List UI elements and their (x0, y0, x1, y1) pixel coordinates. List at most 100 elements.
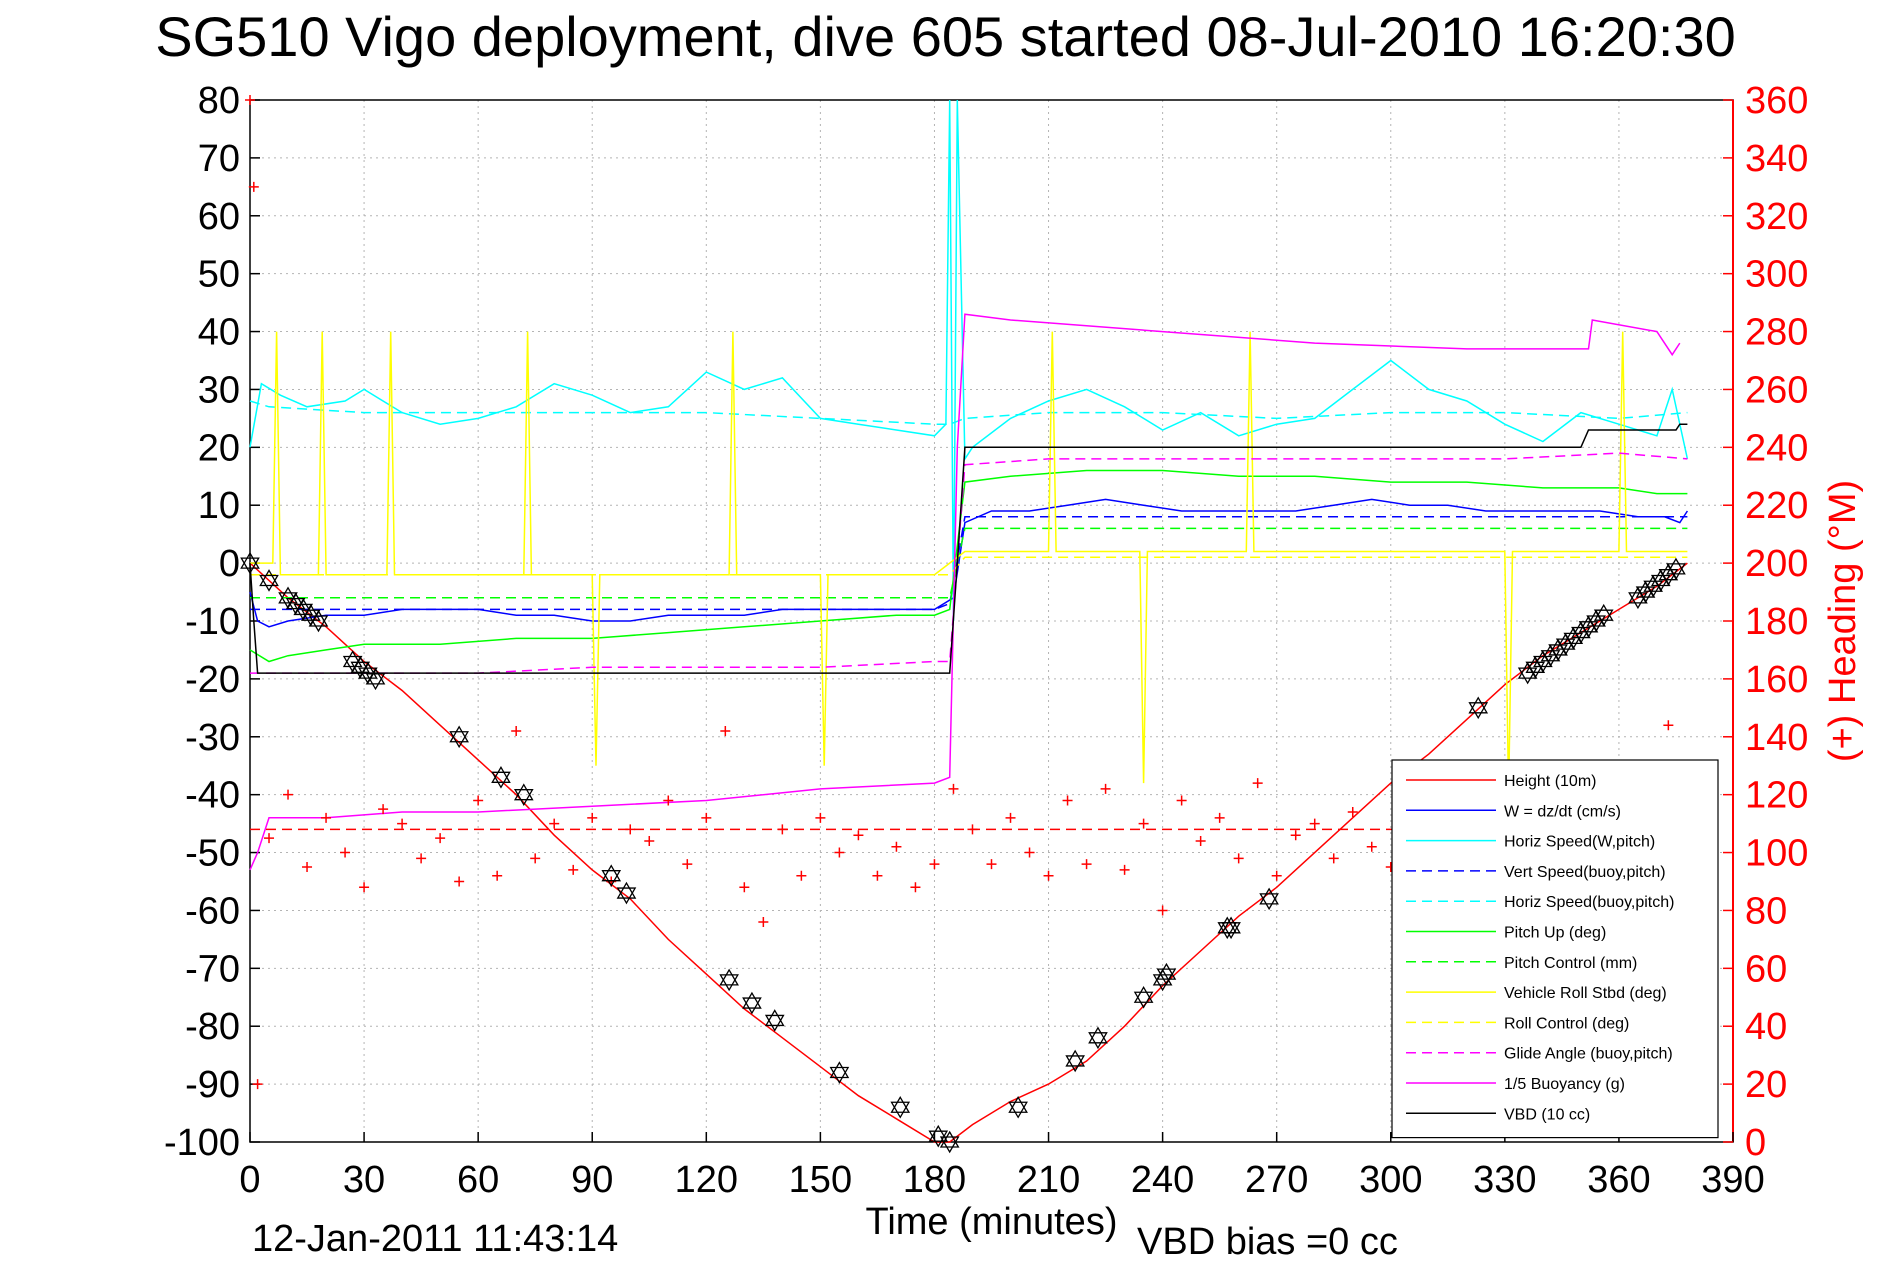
heading-point (530, 853, 541, 864)
hexagram-marker (491, 771, 511, 789)
series-line-height (249, 562, 1688, 1143)
hexagram-marker (1666, 557, 1686, 575)
y-tick-label: 50 (198, 254, 240, 296)
heading-point (1100, 783, 1111, 794)
heading-point (340, 847, 351, 858)
hexagram-marker (1133, 985, 1154, 1003)
series-line-horiz_w (249, 99, 1689, 622)
heading-point (1062, 795, 1073, 806)
hexagram-marker (240, 551, 260, 569)
hexagram-marker (259, 574, 279, 592)
hexagram-marker (1156, 962, 1177, 980)
x-tick-label: 180 (903, 1159, 966, 1201)
y-tick-label: -70 (185, 948, 240, 990)
heading-point (264, 833, 275, 844)
hexagram-marker (1571, 626, 1591, 644)
y-tick-label: 30 (198, 369, 240, 411)
series-line-roll (250, 331, 1688, 795)
x-tick-label: 240 (1131, 1159, 1194, 1201)
hexagram-marker (301, 603, 321, 621)
y2-tick-label: 180 (1745, 601, 1808, 643)
hexagram-marker (513, 789, 534, 806)
hexagram-marker (1666, 563, 1686, 581)
heading-point (245, 95, 255, 105)
heading-point (511, 725, 522, 736)
heading-point (1043, 870, 1054, 881)
hexagram-marker (1468, 702, 1489, 720)
y-tick-label: -60 (185, 890, 240, 932)
hexagram-marker (365, 667, 386, 685)
hexagram-marker (890, 1101, 911, 1119)
hexagram-marker (742, 997, 762, 1015)
x-tick-label: 210 (1017, 1159, 1080, 1201)
hexagram-marker (1221, 922, 1241, 940)
hexagram-marker (513, 783, 534, 801)
legend-label: VBD (10 cc) (1504, 1106, 1590, 1123)
hexagram-marker (764, 1009, 785, 1027)
heading-point (1119, 864, 1130, 875)
y2-tick-label: 200 (1745, 543, 1808, 585)
heading-point (701, 812, 712, 823)
hexagram-marker (1088, 1032, 1108, 1050)
series-line-pitch_control (250, 527, 1688, 599)
hexagram-marker (342, 650, 363, 668)
heading-point (1176, 795, 1187, 806)
legend-label: Vehicle Roll Stbd (deg) (1504, 985, 1667, 1002)
hexagram-marker (601, 864, 622, 882)
heading-point (454, 876, 465, 887)
hexagram-marker (1065, 1055, 1085, 1073)
chart-title: SG510 Vigo deployment, dive 605 started … (155, 5, 1736, 68)
y2-tick-label: 80 (1745, 890, 1787, 932)
y-tick-label: -90 (185, 1064, 240, 1106)
heading-point (644, 835, 655, 846)
y2-tick-label: 140 (1745, 717, 1808, 759)
heading-point (910, 882, 921, 893)
x-tick-label: 360 (1587, 1159, 1650, 1201)
hexagram-marker (1008, 1101, 1028, 1119)
hexagram-marker (1221, 916, 1241, 934)
hexagram-marker (719, 968, 739, 986)
hexagram-marker (1635, 586, 1656, 604)
hexagram-marker (928, 1124, 949, 1142)
heading-point (549, 818, 560, 829)
hexagram-marker (1540, 650, 1561, 668)
y-tick-label: 80 (198, 80, 240, 122)
hexagram-marker (1259, 887, 1279, 905)
x-tick-label: 270 (1245, 1159, 1308, 1201)
y2-tick-label: 220 (1745, 485, 1808, 527)
hexagram-marker (764, 1014, 785, 1032)
hexagram-marker (308, 615, 329, 633)
hexagram-marker (829, 1061, 850, 1079)
hexagram-marker (365, 673, 386, 691)
y2-tick-label: 20 (1745, 1064, 1787, 1106)
hexagram-marker (308, 609, 329, 627)
heading-point (853, 830, 864, 841)
hexagram-marker (939, 1130, 960, 1148)
y-tick-label: 20 (198, 427, 240, 469)
hexagram-marker (1517, 667, 1538, 685)
heading-point (834, 847, 845, 858)
x-tick-label: 150 (789, 1159, 852, 1201)
hexagram-marker (240, 557, 260, 575)
legend-label: Height (10m) (1504, 773, 1596, 790)
hexagram-marker (939, 1136, 960, 1154)
y-tick-label: -30 (185, 717, 240, 759)
heading-point (929, 859, 940, 870)
y-tick-label: -20 (185, 659, 240, 701)
heading-point (739, 882, 750, 893)
hexagram-marker (278, 586, 298, 604)
hexagram-marker (449, 731, 469, 749)
hexagram-marker (1548, 644, 1568, 662)
hexagram-marker (1133, 991, 1154, 1009)
series-line-w (249, 498, 1689, 628)
y-tick-label: -50 (185, 833, 240, 875)
x-tick-label: 330 (1473, 1159, 1536, 1201)
hexagram-marker (1555, 638, 1576, 656)
heading-point (1157, 905, 1168, 916)
heading-point (948, 783, 959, 794)
hexagram-marker (1586, 615, 1606, 633)
legend-label: 1/5 Buoyancy (g) (1504, 1076, 1625, 1093)
y2-tick-label: 300 (1745, 254, 1808, 296)
heading-point (1347, 807, 1358, 818)
heading-point (1214, 812, 1225, 823)
